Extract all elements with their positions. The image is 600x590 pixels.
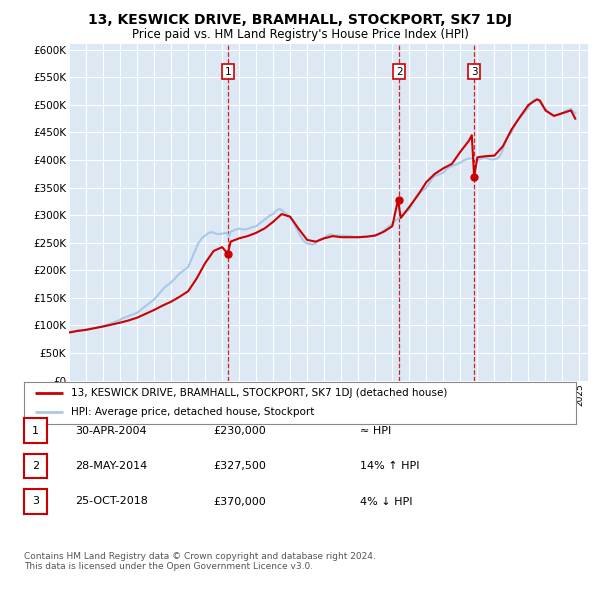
Text: 28-MAY-2014: 28-MAY-2014	[75, 461, 147, 471]
Text: £327,500: £327,500	[213, 461, 266, 471]
Text: 13, KESWICK DRIVE, BRAMHALL, STOCKPORT, SK7 1DJ: 13, KESWICK DRIVE, BRAMHALL, STOCKPORT, …	[88, 13, 512, 27]
Text: 4% ↓ HPI: 4% ↓ HPI	[360, 497, 413, 506]
Text: 14% ↑ HPI: 14% ↑ HPI	[360, 461, 419, 471]
Text: £230,000: £230,000	[213, 426, 266, 435]
Text: 1: 1	[224, 67, 231, 77]
Text: 3: 3	[471, 67, 478, 77]
Text: HPI: Average price, detached house, Stockport: HPI: Average price, detached house, Stoc…	[71, 408, 314, 418]
Text: 2: 2	[396, 67, 403, 77]
Text: 30-APR-2004: 30-APR-2004	[75, 426, 146, 435]
Text: 13, KESWICK DRIVE, BRAMHALL, STOCKPORT, SK7 1DJ (detached house): 13, KESWICK DRIVE, BRAMHALL, STOCKPORT, …	[71, 388, 447, 398]
Text: 1: 1	[32, 426, 39, 435]
Text: 25-OCT-2018: 25-OCT-2018	[75, 497, 148, 506]
Text: Price paid vs. HM Land Registry's House Price Index (HPI): Price paid vs. HM Land Registry's House …	[131, 28, 469, 41]
Text: Contains HM Land Registry data © Crown copyright and database right 2024.
This d: Contains HM Land Registry data © Crown c…	[24, 552, 376, 571]
Text: ≈ HPI: ≈ HPI	[360, 426, 391, 435]
Text: £370,000: £370,000	[213, 497, 266, 506]
Text: 2: 2	[32, 461, 39, 471]
Text: 3: 3	[32, 497, 39, 506]
